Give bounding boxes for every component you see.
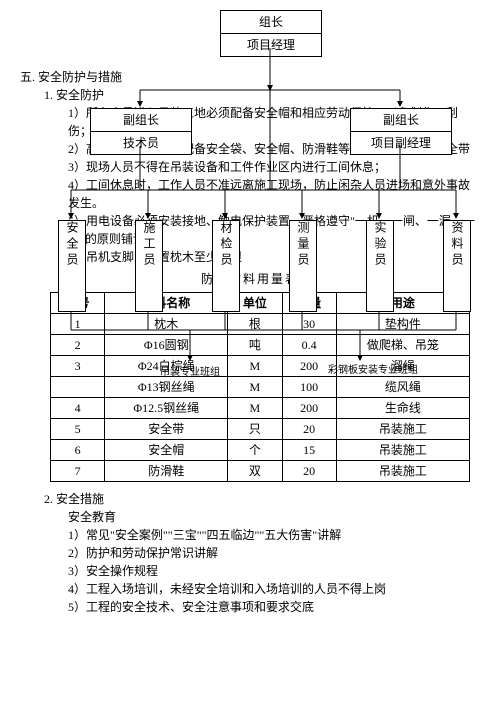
member-construction: 施工员 <box>135 220 163 312</box>
table-row: 1枕木根30垫构件 <box>51 314 470 335</box>
cell-no: 3 <box>51 356 105 377</box>
table-row: 4Φ12.5钢丝绳M200生命线 <box>51 398 470 419</box>
cell-unit: 吨 <box>228 335 282 356</box>
member-safety-label: 安全员 <box>63 221 81 269</box>
cell-name: 枕木 <box>105 314 228 335</box>
leader-box: 组长 项目经理 <box>220 10 322 57</box>
cell-use: 吊装施工 <box>336 461 469 482</box>
cell-unit: 根 <box>228 314 282 335</box>
cell-name: 安全帽 <box>105 440 228 461</box>
cell-unit: 个 <box>228 440 282 461</box>
measures-title: 2. 安全措施 <box>44 490 480 508</box>
cell-unit: M <box>228 377 282 398</box>
cell-use: 做爬梯、吊笼 <box>336 335 469 356</box>
cell-name: 安全带 <box>105 419 228 440</box>
vice-right-role: 项目副经理 <box>351 132 451 154</box>
cell-unit: 只 <box>228 419 282 440</box>
leader-role: 项目经理 <box>221 34 321 56</box>
cell-qty: 200 <box>282 398 336 419</box>
cell-qty: 20 <box>282 461 336 482</box>
team-a-label: 吊装专业班组 <box>160 365 220 380</box>
cell-qty: 30 <box>282 314 336 335</box>
leader-label: 组长 <box>221 11 321 34</box>
th-name: 材料名称 <box>105 293 228 314</box>
measures-item-2: 2）防护和劳动保护常识讲解 <box>68 544 480 562</box>
section5-title: 五. 安全防护与措施 <box>20 68 480 86</box>
member-materials-label: 材检员 <box>217 221 235 269</box>
cell-name: 防滑鞋 <box>105 461 228 482</box>
vice-left-role: 技术员 <box>91 132 191 154</box>
cell-name: Φ12.5钢丝绳 <box>105 398 228 419</box>
cell-no: 2 <box>51 335 105 356</box>
table-row: 2Φ16圆钢吨0.4做爬梯、吊笼 <box>51 335 470 356</box>
measures-item-3: 3）安全操作规程 <box>68 562 480 580</box>
member-survey-label: 测量员 <box>294 221 312 269</box>
table-caption: 防护材料用量表 <box>20 270 480 288</box>
cell-qty: 15 <box>282 440 336 461</box>
cell-no: 4 <box>51 398 105 419</box>
member-lab: 实验员 <box>366 220 394 312</box>
protection-title: 1. 安全防护 <box>44 86 480 104</box>
protection-item-3: 3）现场人员不得在吊装设备和工件作业区内进行工间休息； <box>68 158 480 176</box>
vice-left-box: 副组长 技术员 <box>90 108 192 155</box>
cell-no: 1 <box>51 314 105 335</box>
vice-right-label: 副组长 <box>351 109 451 132</box>
cell-name: Φ16圆钢 <box>105 335 228 356</box>
table-row: 6安全帽个15吊装施工 <box>51 440 470 461</box>
cell-use: 垫构件 <box>336 314 469 335</box>
materials-table: 序号 材料名称 单位 数量 用途 1枕木根30垫构件2Φ16圆钢吨0.4做爬梯、… <box>50 292 470 482</box>
measures-item-1: 1）常见"安全案例""三宝""四五临边""五大伤害"讲解 <box>68 526 480 544</box>
cell-unit: M <box>228 398 282 419</box>
cell-qty: 100 <box>282 377 336 398</box>
table-row: Φ13钢丝绳M100缆风绳 <box>51 377 470 398</box>
measures-item-4: 4）工程入场培训，未经安全培训和入场培训的人员不得上岗 <box>68 580 480 598</box>
cell-unit: M <box>228 356 282 377</box>
member-materials: 材检员 <box>212 220 240 312</box>
member-data-label: 资料员 <box>448 221 466 269</box>
member-safety: 安全员 <box>58 220 86 312</box>
cell-no: 7 <box>51 461 105 482</box>
table-header-row: 序号 材料名称 单位 数量 用途 <box>51 293 470 314</box>
cell-unit: 双 <box>228 461 282 482</box>
protection-item-6: 6）吊机支脚点设置枕木至少四根 <box>68 248 480 266</box>
table-row: 5安全带只20吊装施工 <box>51 419 470 440</box>
cell-qty: 20 <box>282 419 336 440</box>
member-construction-label: 施工员 <box>140 221 158 269</box>
cell-use: 生命线 <box>336 398 469 419</box>
team-b-label: 彩钢板安装专业班组 <box>328 363 418 378</box>
table-row: 7防滑鞋双20吊装施工 <box>51 461 470 482</box>
member-data: 资料员 <box>443 220 471 312</box>
protection-item-5: 5）用电设备必须安装接地、触电保护装置，严格遵守"一机、一闸、一漏、一箱"的原则… <box>68 212 480 248</box>
member-lab-label: 实验员 <box>371 221 389 269</box>
cell-use: 吊装施工 <box>336 440 469 461</box>
cell-use: 缆风绳 <box>336 377 469 398</box>
protection-item-4: 4）工间休息时，工作人员不准远离施工现场，防止闲杂人员进场和意外事故发生。 <box>68 176 480 212</box>
measures-item-5: 5）工程的安全技术、安全注意事项和要求交底 <box>68 598 480 616</box>
vice-left-label: 副组长 <box>91 109 191 132</box>
education-title: 安全教育 <box>68 508 480 526</box>
cell-no: 5 <box>51 419 105 440</box>
member-survey: 测量员 <box>289 220 317 312</box>
cell-no <box>51 377 105 398</box>
cell-qty: 0.4 <box>282 335 336 356</box>
vice-right-box: 副组长 项目副经理 <box>350 108 452 155</box>
cell-no: 6 <box>51 440 105 461</box>
cell-use: 吊装施工 <box>336 419 469 440</box>
